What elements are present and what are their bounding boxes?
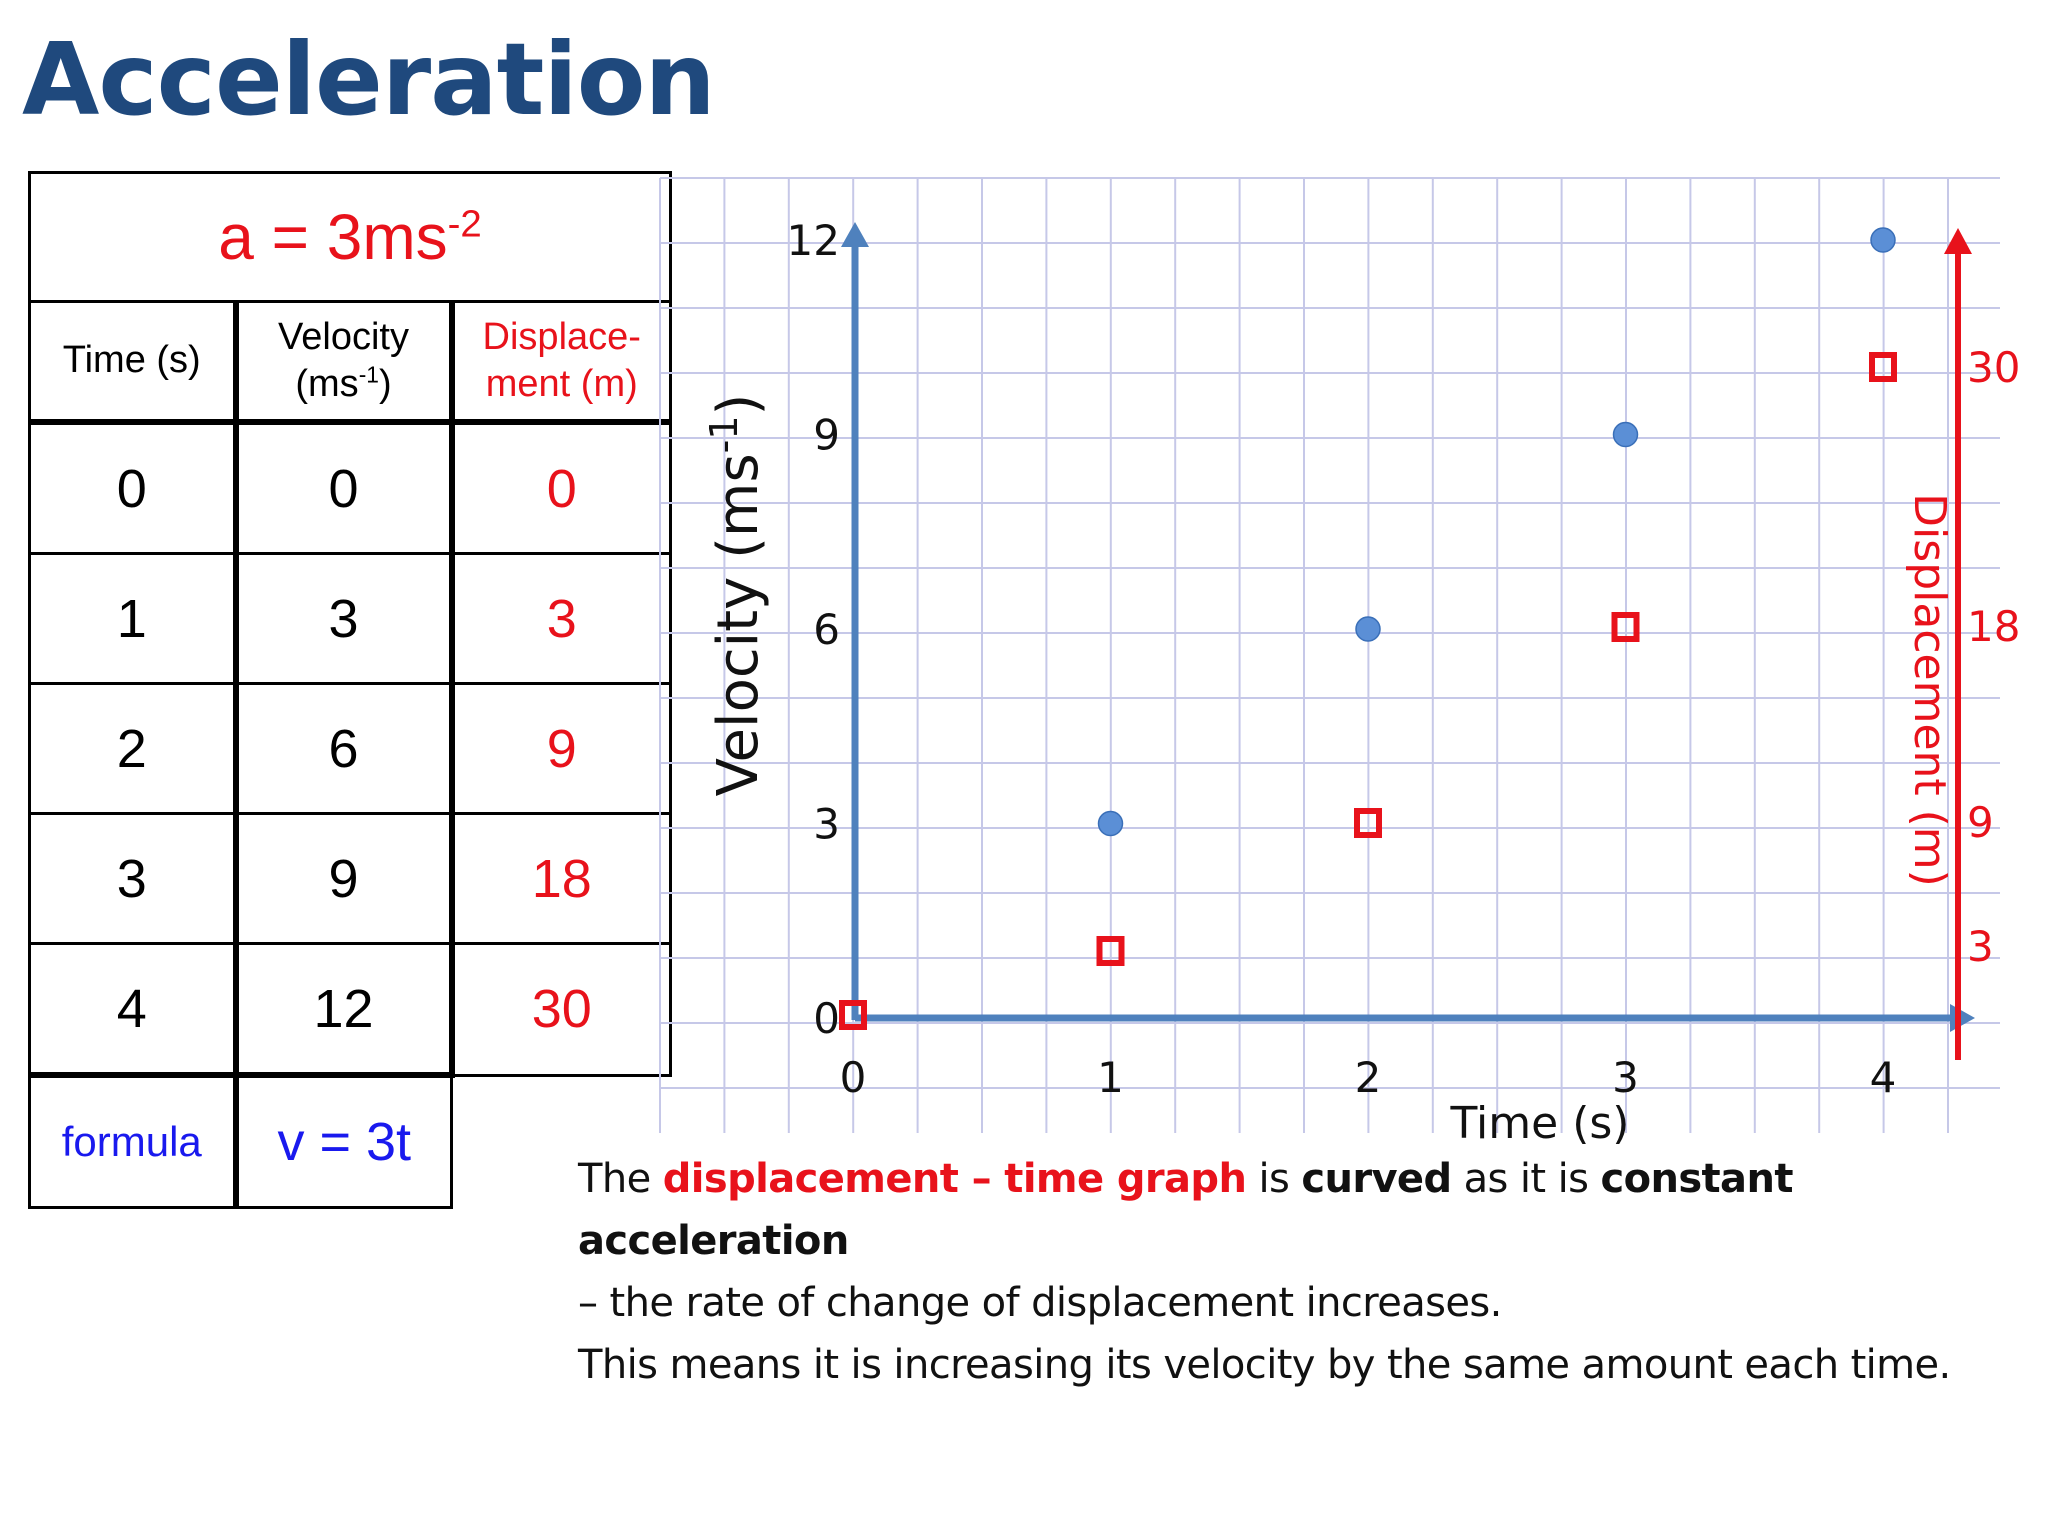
y-right-tick-label: 9 <box>1967 798 1994 847</box>
y-axis-right-label: Displacement (m) <box>1904 493 1955 887</box>
displacement-point <box>1611 612 1640 642</box>
displacement-point <box>1869 352 1897 382</box>
y-right-tick-label: 3 <box>1967 922 1994 971</box>
y-axis-left-label: Velocity (ms-1) <box>702 394 771 797</box>
caption-line-1: The displacement – time graph is curved … <box>578 1156 1793 1264</box>
x-axis-label: Time (s) <box>1450 1098 1630 1149</box>
time-cell: 0 <box>28 419 237 555</box>
header-displacement: Displace- ment (m) <box>448 300 672 424</box>
header-row: Time (s) Velocity (ms-1) Displace- ment … <box>28 300 672 424</box>
acceleration-cell: a = 3ms-2 <box>28 171 672 303</box>
x-axis-arrow <box>1950 1004 1975 1032</box>
x-tick-label: 2 <box>1355 1053 1382 1102</box>
displacement-cell: 9 <box>448 682 672 815</box>
y-left-tick-label: 9 <box>813 411 840 460</box>
header-time: Time (s) <box>28 300 237 424</box>
displacement-cell: 30 <box>448 942 672 1077</box>
velocity-point <box>1097 810 1124 837</box>
x-tick-label: 1 <box>1097 1053 1124 1102</box>
time-cell: 3 <box>28 812 237 945</box>
acceleration-exponent: -2 <box>447 202 482 246</box>
velocity-point <box>1612 421 1639 448</box>
caption-line-2: – the rate of change of displacement inc… <box>578 1280 1502 1326</box>
velocity-cell: 12 <box>232 942 453 1077</box>
displacement-cell: 3 <box>448 552 672 685</box>
chart-marks <box>839 227 1897 1030</box>
formula-value: v = 3t <box>232 1072 453 1209</box>
table-row: 1 3 3 <box>28 552 672 685</box>
caption-highlight-acceleration: constant acceleration <box>578 1156 1793 1264</box>
table-row: 4 12 30 <box>28 942 672 1077</box>
chart-grid <box>659 177 2000 1133</box>
x-tick-label: 3 <box>1612 1053 1639 1102</box>
y-left-tick-label: 6 <box>813 605 840 654</box>
displacement-cell: 18 <box>448 812 672 945</box>
header-time-label: Time (s) <box>62 339 201 382</box>
y-axis-right-arrow <box>1944 228 1972 254</box>
y-left-tick-label: 3 <box>813 800 840 849</box>
caption-highlight-graph: displacement – time graph <box>662 1156 1247 1202</box>
caption-highlight-curved: curved <box>1301 1156 1452 1202</box>
header-displacement-line1: Displace- <box>482 315 641 358</box>
table-row: 0 0 0 <box>28 419 672 555</box>
displacement-point <box>1096 936 1125 966</box>
formula-row: formula v = 3t <box>28 1072 671 1209</box>
y-left-tick-label: 12 <box>787 216 840 265</box>
velocity-cell: 0 <box>232 419 453 555</box>
data-table: a = 3ms-2 Time (s) Velocity (ms-1) Displ… <box>28 171 672 1209</box>
table-row: 3 9 18 <box>28 812 672 945</box>
slide-title: Acceleration <box>22 21 716 138</box>
chart-axes <box>841 222 1975 1060</box>
velocity-point <box>1355 616 1381 642</box>
displacement-point <box>839 1000 867 1030</box>
formula-label: formula <box>28 1072 237 1209</box>
header-velocity: Velocity (ms-1) <box>232 300 453 424</box>
displacement-cell: 0 <box>448 419 672 555</box>
y-right-tick-label: 18 <box>1967 602 2020 651</box>
y-axis-left-arrow <box>841 222 869 247</box>
velocity-cell: 3 <box>232 552 453 685</box>
caption-line-3: This means it is increasing its velocity… <box>578 1342 1951 1388</box>
header-velocity-label: Velocity <box>278 315 409 358</box>
x-tick-label: 4 <box>1870 1053 1897 1102</box>
velocity-cell: 9 <box>232 812 453 945</box>
time-cell: 2 <box>28 682 237 815</box>
header-displacement-line2: ment (m) <box>485 363 638 405</box>
y-right-tick-label: 30 <box>1967 343 2020 392</box>
y-left-tick-label: 0 <box>813 994 840 1043</box>
time-cell: 4 <box>28 942 237 1077</box>
acceleration-row: a = 3ms-2 <box>28 171 672 303</box>
time-cell: 1 <box>28 552 237 685</box>
header-velocity-unit: (ms-1) <box>295 361 392 405</box>
caption: The displacement – time graph is curved … <box>578 1148 2043 1396</box>
velocity-cell: 6 <box>232 682 453 815</box>
velocity-point <box>1870 227 1896 253</box>
acceleration-value: a = 3ms <box>218 201 448 273</box>
table-row: 2 6 9 <box>28 682 672 815</box>
x-tick-label: 0 <box>840 1053 867 1102</box>
displacement-point <box>1354 808 1382 838</box>
